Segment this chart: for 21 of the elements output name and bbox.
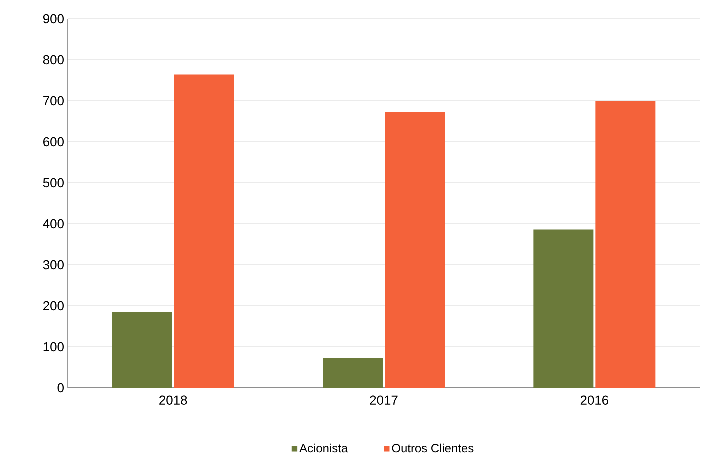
x-tick-label: 2016 <box>580 396 609 405</box>
y-tick-label: 400 <box>43 219 64 229</box>
y-tick-label: 800 <box>43 55 64 65</box>
bar <box>596 101 656 388</box>
bar <box>174 74 234 388</box>
y-tick-label: 900 <box>43 14 64 24</box>
y-tick-label: 600 <box>44 137 64 147</box>
legend-label: Outros Clientes <box>392 444 474 453</box>
x-tick-label: 2017 <box>370 396 398 405</box>
y-tick-label: 500 <box>43 178 64 188</box>
bar <box>534 230 594 388</box>
legend-label: Acionista <box>300 444 348 453</box>
x-tick-label: 2018 <box>160 396 188 405</box>
bar <box>112 312 172 388</box>
y-tick-label: 0 <box>58 383 64 393</box>
y-tick-label: 700 <box>44 96 64 106</box>
bar <box>323 358 384 388</box>
y-tick-label: 200 <box>44 301 64 311</box>
bar <box>385 112 445 388</box>
y-tick-label: 300 <box>43 260 64 270</box>
y-tick-label: 100 <box>44 342 64 352</box>
